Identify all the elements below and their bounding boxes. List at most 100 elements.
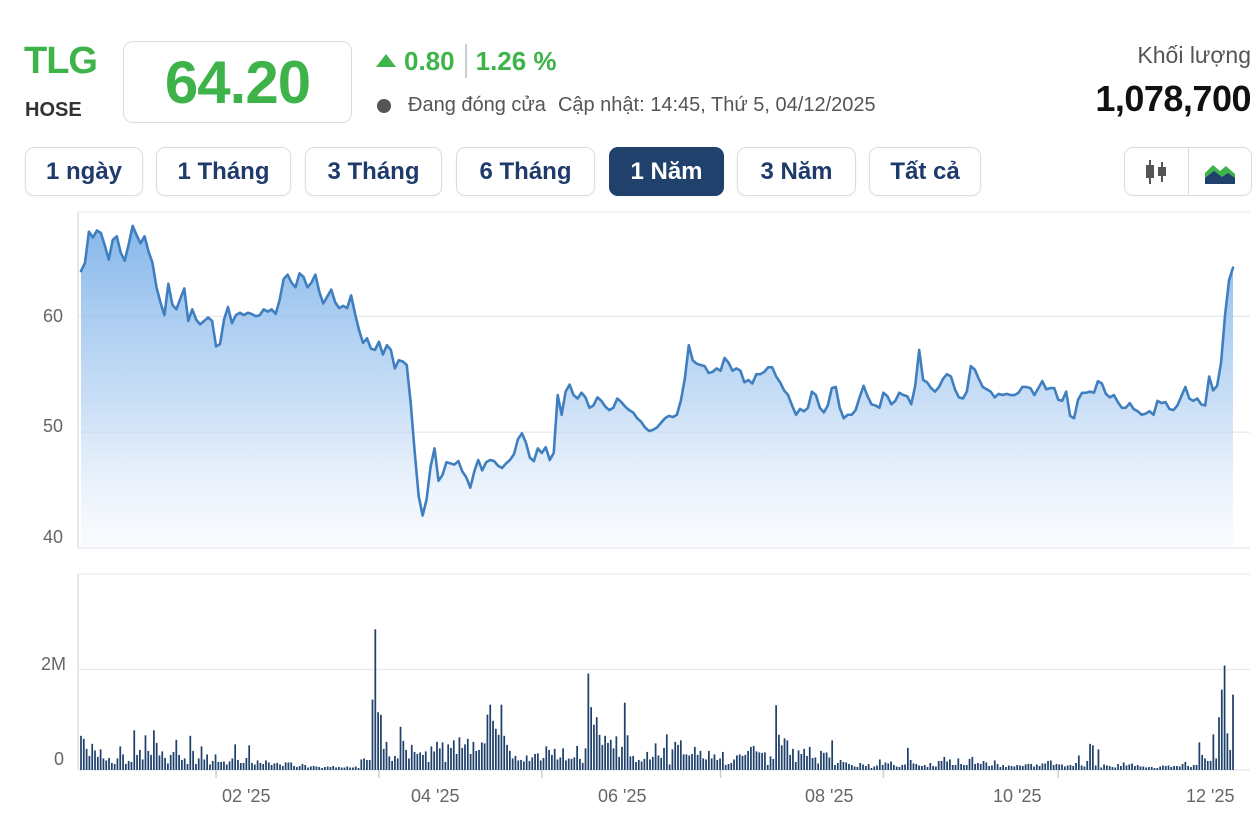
volume-bar [576, 745, 578, 770]
volume-bar [1103, 764, 1105, 770]
area-chart-button[interactable] [1187, 148, 1252, 195]
volume-bar [806, 755, 808, 770]
volume-bar [1215, 758, 1218, 770]
volume-bar [800, 753, 803, 770]
chart-type-toggle [1124, 147, 1252, 196]
volume-bar [147, 750, 150, 770]
volume-bar [590, 707, 592, 770]
volume-bar [979, 763, 982, 770]
volume-bar [464, 744, 466, 770]
volume-bar [427, 761, 430, 770]
candlestick-button[interactable] [1125, 148, 1188, 195]
volume-bar [1047, 760, 1049, 770]
volume-bar [494, 728, 497, 770]
volume-bar [1100, 767, 1103, 770]
volume-bar [1097, 749, 1100, 770]
volume-bar [472, 741, 475, 770]
volume-bar [304, 764, 307, 770]
volume-bar [640, 761, 643, 770]
volume-bar [705, 759, 707, 770]
volume-bar [371, 699, 374, 770]
volume-bar [811, 757, 814, 770]
volume-bar [1195, 764, 1198, 770]
volume-bar [1164, 765, 1167, 770]
volume-bar [539, 760, 542, 770]
x-axis-tick: 04 '25 [411, 786, 460, 806]
volume-bar [281, 765, 284, 770]
exchange-label: HOSE [25, 99, 82, 121]
volume-bar [567, 758, 570, 770]
range-3-year-button[interactable]: 3 Năm [737, 147, 856, 196]
range-1-month-button[interactable]: 1 Tháng [156, 147, 291, 196]
volume-bar [506, 744, 508, 770]
volume-bar [352, 767, 354, 770]
volume-axis-tick: 2M [41, 654, 67, 674]
volume-bar [158, 755, 161, 770]
volume-bar [730, 762, 733, 770]
range-6-month-button[interactable]: 6 Tháng [456, 147, 595, 196]
volume-bar [167, 763, 169, 770]
volume-bar [794, 761, 797, 770]
volume-bar [982, 760, 985, 770]
volume-bar [999, 766, 1002, 770]
price-axis-tick: 50 [43, 416, 64, 436]
volume-bar [396, 758, 399, 770]
volume-bar [839, 759, 842, 770]
volume-bar [183, 758, 186, 770]
volume-bar [856, 766, 859, 770]
volume-bar [935, 766, 937, 770]
volume-bar [1190, 766, 1192, 770]
change-value: 0.80 [404, 45, 455, 76]
volume-bar [99, 749, 102, 770]
range-1-day-button[interactable]: 1 ngày [25, 147, 143, 196]
volume-bar [646, 751, 649, 770]
candlestick-icon [1146, 159, 1167, 184]
x-axis-tick: 06 '25 [598, 786, 647, 806]
volume-bar [295, 766, 298, 770]
volume-bar [1024, 764, 1027, 770]
volume-bar [284, 762, 287, 770]
volume-bar [674, 741, 677, 770]
volume-bar [1063, 766, 1066, 770]
volume-bar [141, 759, 144, 770]
volume-bar [906, 747, 909, 770]
volume-bar [977, 762, 979, 770]
price-axis-tick: 40 [43, 527, 64, 547]
price-change: 0.80 1.26 % [376, 44, 557, 78]
volume-bar [237, 759, 239, 770]
volume-bar [772, 758, 775, 770]
volume-bar [248, 745, 251, 770]
volume-bar [864, 765, 867, 770]
volume-bar [747, 750, 749, 770]
volume-bar [607, 742, 609, 770]
volume-bar [105, 760, 108, 770]
volume-bar [1066, 765, 1069, 770]
volume-bar [918, 765, 920, 770]
volume-bar [265, 760, 267, 770]
volume-bar [890, 761, 892, 770]
volume-bar [1134, 765, 1136, 770]
range-all-button[interactable]: Tất cả [869, 147, 981, 196]
volume-bar [943, 756, 946, 770]
volume-bar [1052, 764, 1055, 770]
volume-bar [598, 734, 601, 770]
volume-bar [632, 755, 635, 770]
volume-bar [223, 761, 225, 770]
volume-bar [391, 760, 393, 770]
volume-bar [593, 724, 595, 770]
volume-bar [968, 758, 971, 770]
volume-bar [1077, 755, 1080, 770]
volume-bar [738, 754, 741, 770]
volume-bar [778, 734, 780, 770]
volume-bar [410, 744, 413, 770]
volume-bar [637, 759, 640, 770]
volume-bar [497, 734, 500, 770]
range-3-month-button[interactable]: 3 Tháng [305, 147, 442, 196]
volume-bar [727, 763, 730, 770]
volume-bar [525, 755, 528, 770]
range-1-year-button[interactable]: 1 Năm [609, 147, 724, 196]
volume-bar [270, 764, 273, 770]
volume-bar [267, 762, 270, 770]
volume-bar [511, 758, 514, 770]
